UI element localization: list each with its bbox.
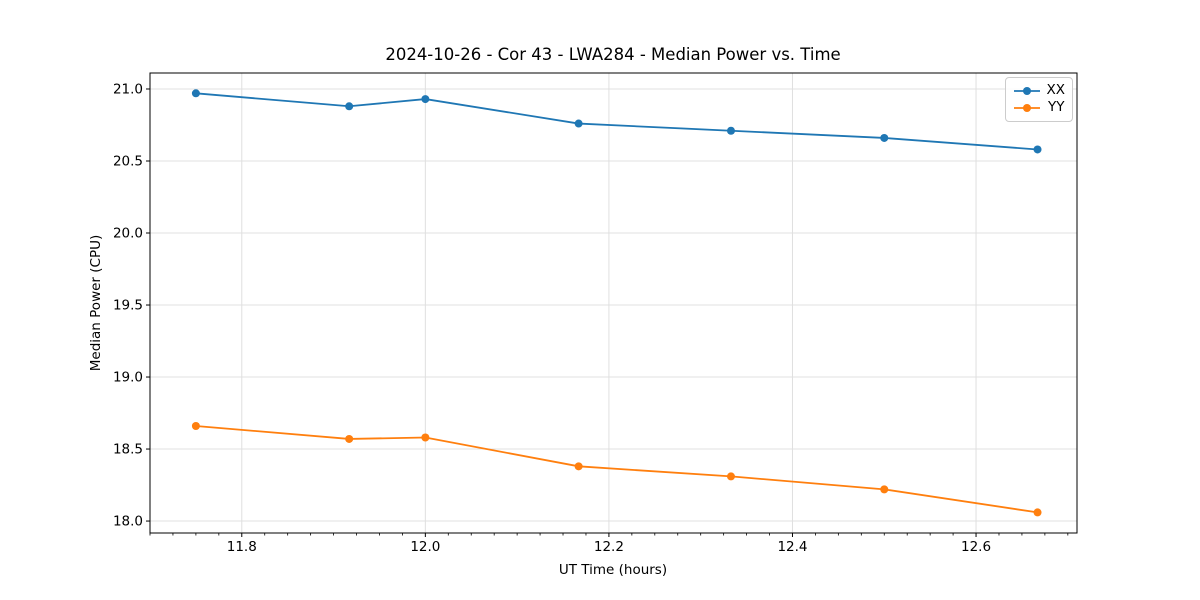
legend-marker-icon: [1023, 87, 1031, 96]
y-axis-label: Median Power (CPU): [88, 234, 104, 372]
legend-label-xx: XX: [1046, 82, 1066, 99]
legend-marker-icon: [1023, 103, 1031, 112]
y-tick-label: 20.0: [113, 226, 143, 242]
data-point-xx: [191, 89, 200, 98]
y-tick-label: 20.5: [113, 153, 143, 169]
data-point-xx: [421, 95, 430, 104]
data-point-yy: [345, 434, 354, 443]
y-tick-label: 19.0: [113, 370, 143, 386]
y-tick-label: 18.5: [113, 442, 143, 458]
data-point-xx: [345, 102, 354, 111]
legend-item-yy: YY: [1013, 101, 1065, 115]
data-point-xx: [880, 133, 889, 142]
data-point-yy: [1033, 508, 1042, 517]
data-point-yy: [880, 485, 889, 494]
x-tick-label: 12.4: [777, 539, 807, 555]
y-tick-label: 21.0: [113, 81, 143, 97]
legend: XX YY: [1005, 77, 1073, 122]
series-line-xx: [194, 92, 1039, 151]
series-line-yy: [194, 425, 1039, 514]
data-point-xx: [574, 119, 583, 128]
legend-item-xx: XX: [1013, 84, 1065, 98]
data-point-yy: [726, 472, 735, 481]
legend-sample-yy: [1014, 103, 1040, 112]
y-tick-label: 18.0: [113, 514, 143, 530]
legend-label-yy: YY: [1048, 99, 1065, 116]
x-axis-label: UT Time (hours): [558, 562, 668, 578]
x-tick-label: 11.8: [227, 539, 257, 555]
data-point-xx: [1033, 145, 1042, 154]
axes-spines: [149, 72, 1078, 534]
y-tick-label: 19.5: [113, 298, 143, 314]
data-point-yy: [421, 433, 430, 442]
chart-title: 2024-10-26 - Cor 43 - LWA284 - Median Po…: [385, 45, 841, 64]
data-point-xx: [726, 126, 735, 135]
x-tick-label: 12.0: [410, 539, 440, 555]
x-tick-label: 12.2: [594, 539, 624, 555]
legend-sample-xx: [1014, 87, 1040, 96]
data-point-yy: [191, 421, 200, 430]
x-tick-label: 12.6: [961, 539, 991, 555]
data-point-yy: [574, 462, 583, 471]
